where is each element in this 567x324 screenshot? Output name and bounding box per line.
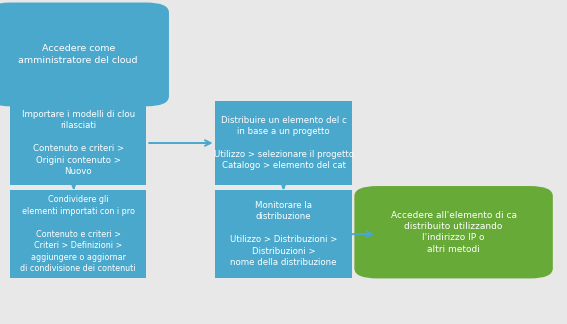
FancyBboxPatch shape: [10, 190, 146, 278]
Text: Monitorare la
distribuzione

Utilizzo > Distribuzioni >
Distribuzioni >
nome del: Monitorare la distribuzione Utilizzo > D…: [230, 201, 337, 267]
Text: Accedere all'elemento di ca
distribuito utilizzando
l'indirizzo IP o
altri metod: Accedere all'elemento di ca distribuito …: [391, 211, 517, 254]
FancyBboxPatch shape: [215, 190, 352, 278]
Text: Importare i modelli di clou
rilasciati

Contenuto e criteri >
Origini contenuto : Importare i modelli di clou rilasciati C…: [22, 110, 135, 176]
Text: Accedere come
amministratore del cloud: Accedere come amministratore del cloud: [19, 44, 138, 65]
FancyBboxPatch shape: [0, 3, 169, 106]
FancyBboxPatch shape: [354, 186, 553, 278]
Text: Condividere gli
elementi importati con i pro

Contenuto e criteri >
Criteri > De: Condividere gli elementi importati con i…: [20, 195, 136, 273]
FancyBboxPatch shape: [10, 101, 146, 185]
Text: Distribuire un elemento del c
in base a un progetto

Utilizzo > selezionare il p: Distribuire un elemento del c in base a …: [214, 116, 353, 170]
FancyBboxPatch shape: [215, 101, 352, 185]
